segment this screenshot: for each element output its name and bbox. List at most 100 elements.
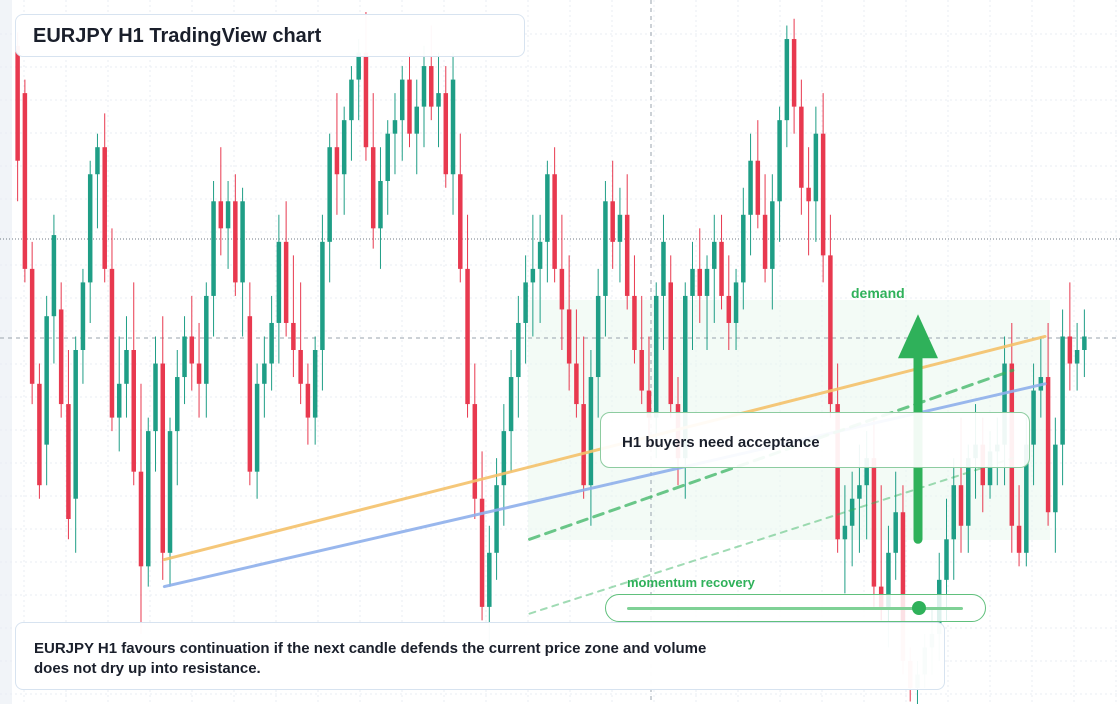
candle-body <box>298 350 303 384</box>
candle-body <box>458 174 463 269</box>
momentum-label: momentum recovery <box>627 575 755 590</box>
candle-body <box>399 79 405 121</box>
candle-body <box>668 282 673 405</box>
candle-body <box>429 66 434 107</box>
candle-body <box>378 181 383 229</box>
candle-body <box>574 363 579 405</box>
candle-body <box>363 52 369 148</box>
callout-text: H1 buyers need acceptance <box>622 434 820 451</box>
chart-left-strip <box>0 0 12 704</box>
candle-body <box>900 512 906 661</box>
candle-body <box>479 498 485 607</box>
momentum-slider[interactable] <box>605 594 986 622</box>
candle-body <box>646 390 652 418</box>
candle-body <box>29 268 35 384</box>
candle-body <box>218 201 224 229</box>
candle-body <box>160 363 166 553</box>
candle-body <box>719 241 724 296</box>
candle-body <box>1082 336 1087 350</box>
candle-body <box>131 350 136 472</box>
candle-body <box>733 282 739 323</box>
candle-body <box>704 268 710 296</box>
candle-body <box>276 241 282 323</box>
candle-body <box>726 295 732 323</box>
page-title-text: EURJPY H1 TradingView chart <box>33 25 322 47</box>
candle-body <box>661 241 666 296</box>
candle-body <box>146 431 151 567</box>
candle-body <box>690 268 695 296</box>
summary-box: EURJPY H1 favours continuation if the ne… <box>15 622 945 690</box>
candle-body <box>66 404 71 519</box>
momentum-track <box>627 607 963 610</box>
candle-body <box>530 268 536 283</box>
candle-body <box>80 282 86 350</box>
candle-body <box>566 309 572 364</box>
candle-body <box>305 383 311 418</box>
candle-body <box>370 147 376 229</box>
candle-body <box>116 383 122 418</box>
candle-body <box>153 363 158 432</box>
candle-body <box>269 322 274 364</box>
candle-body <box>109 268 115 418</box>
candle-body <box>392 120 398 134</box>
candle-body <box>254 383 260 472</box>
candle-body <box>581 404 586 486</box>
candle-body <box>617 214 623 242</box>
candle-body <box>102 147 107 269</box>
candle-body <box>1060 336 1065 445</box>
summary-text: EURJPY H1 favours continuation if the ne… <box>34 640 707 677</box>
candle-body <box>951 485 956 540</box>
candle-body <box>683 295 688 459</box>
candle-body <box>341 120 347 175</box>
candle-body <box>95 147 100 175</box>
candle-body <box>22 93 28 269</box>
candle-body <box>167 431 173 553</box>
candle-body <box>748 160 753 215</box>
candle-body <box>610 201 615 242</box>
candle-body <box>791 39 797 107</box>
candle-body <box>182 336 187 378</box>
candle-body <box>944 539 949 580</box>
candle-body <box>356 52 361 80</box>
candle-body <box>987 451 993 486</box>
candle-body <box>1002 363 1007 445</box>
trendline-dashed-3 <box>528 457 1014 615</box>
candle-body <box>849 498 855 526</box>
candle-body <box>755 160 761 215</box>
candle-body <box>523 282 528 323</box>
candle-body <box>762 214 768 269</box>
candle-body <box>857 485 862 499</box>
candle-body <box>741 214 746 283</box>
candle-body <box>414 106 419 134</box>
candle-body <box>871 458 877 587</box>
candle-body <box>806 187 811 202</box>
candle-body <box>603 201 608 296</box>
candle-body <box>559 268 565 310</box>
candle-body <box>784 39 790 121</box>
candle-body <box>799 106 804 188</box>
candle-body <box>175 377 180 432</box>
candle-body <box>1024 444 1029 553</box>
candle-body <box>443 93 449 175</box>
candle-body <box>436 93 441 107</box>
candle-body <box>632 295 637 350</box>
candle-body <box>1074 350 1080 364</box>
candle-body <box>247 316 253 472</box>
candle-body <box>240 201 245 283</box>
candle-body <box>124 350 129 384</box>
candle-body <box>1067 336 1073 364</box>
candle-body <box>653 295 659 418</box>
candle-body <box>51 235 57 317</box>
momentum-knob[interactable] <box>912 601 927 615</box>
candle-body <box>639 350 644 391</box>
candle-body <box>494 485 499 553</box>
candle-body <box>421 66 427 107</box>
candle-body <box>712 241 717 269</box>
candle-body <box>828 255 833 405</box>
candle-body <box>552 174 557 269</box>
candle-body <box>312 350 318 418</box>
candle-body <box>508 377 514 432</box>
candle-body <box>58 309 64 405</box>
candle-body <box>1031 390 1036 445</box>
